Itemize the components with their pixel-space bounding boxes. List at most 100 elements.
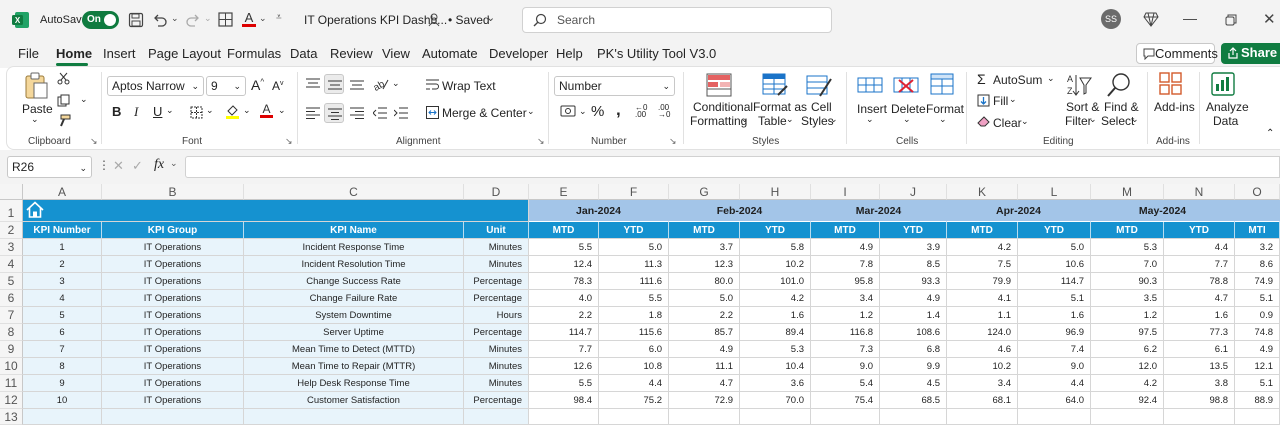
merge-dropdown-icon[interactable]: ⌄ bbox=[527, 106, 535, 116]
ytd-value-cell[interactable]: 77.3 bbox=[1164, 324, 1235, 341]
ytd-value-cell[interactable]: 3.9 bbox=[880, 239, 947, 256]
tab-view[interactable]: View bbox=[382, 46, 410, 61]
align-bottom-icon[interactable] bbox=[350, 78, 364, 90]
find-select-label-1[interactable]: Find & bbox=[1104, 100, 1139, 114]
ytd-value-cell[interactable]: 6.8 bbox=[880, 341, 947, 358]
undo-dropdown-icon[interactable]: ⌄ bbox=[171, 13, 179, 23]
kpi-unit-cell[interactable]: Minutes bbox=[464, 375, 529, 392]
ytd-value-cell[interactable]: 10.2 bbox=[740, 256, 811, 273]
paste-dropdown-icon[interactable]: ⌄ bbox=[31, 114, 39, 124]
ytd-value-cell[interactable]: 13.5 bbox=[1164, 358, 1235, 375]
sort-filter-icon[interactable]: AZ bbox=[1066, 72, 1092, 98]
share-button[interactable]: Share bbox=[1221, 43, 1280, 64]
bold-icon[interactable]: B bbox=[112, 104, 122, 119]
percent-style-icon[interactable]: % bbox=[591, 103, 605, 120]
ytd-value-cell[interactable]: 93.3 bbox=[880, 273, 947, 290]
accounting-dropdown-icon[interactable]: ⌄ bbox=[579, 106, 587, 116]
mtd-value-cell[interactable]: 116.8 bbox=[811, 324, 880, 341]
mtd-value-cell[interactable]: 4.2 bbox=[947, 239, 1018, 256]
paste-label[interactable]: Paste bbox=[22, 102, 53, 116]
cancel-entry-icon[interactable]: ✕ bbox=[113, 158, 124, 173]
undo-icon[interactable] bbox=[152, 12, 168, 28]
borders-icon[interactable] bbox=[218, 12, 233, 27]
mtd-value-cell[interactable]: 7.7 bbox=[529, 341, 599, 358]
border-icon[interactable] bbox=[190, 106, 203, 119]
font-name-combo[interactable]: Aptos Narrow ⌄ bbox=[107, 76, 204, 96]
tab-formulas[interactable]: Formulas bbox=[227, 46, 282, 61]
ytd-value-cell[interactable]: 68.5 bbox=[880, 392, 947, 409]
cell-styles-label-2[interactable]: Styles bbox=[801, 114, 834, 128]
mtd-value-cell[interactable]: 4.1 bbox=[947, 290, 1018, 307]
mtd-value-cell[interactable]: 5.3 bbox=[1091, 239, 1164, 256]
empty-cell[interactable] bbox=[529, 409, 599, 425]
mtd-value-cell[interactable]: 9.0 bbox=[811, 358, 880, 375]
cell-styles-icon[interactable] bbox=[806, 73, 832, 97]
format-as-table-icon[interactable] bbox=[762, 73, 788, 97]
kpi-number-cell[interactable]: 7 bbox=[23, 341, 102, 358]
row-header-13[interactable]: 13 bbox=[0, 409, 23, 425]
ytd-value-cell[interactable]: 1.6 bbox=[1164, 307, 1235, 324]
mtd-value-cell[interactable]: 74.8 bbox=[1235, 324, 1280, 341]
ytd-value-cell[interactable]: 10.6 bbox=[1018, 256, 1091, 273]
empty-cell[interactable] bbox=[599, 409, 669, 425]
ytd-value-cell[interactable]: 75.2 bbox=[599, 392, 669, 409]
column-header-e[interactable]: E bbox=[529, 184, 599, 200]
close-icon[interactable]: ✕ bbox=[1263, 11, 1276, 28]
ytd-value-cell[interactable]: 9.9 bbox=[880, 358, 947, 375]
mtd-value-cell[interactable]: 0.9 bbox=[1235, 307, 1280, 324]
mtd-value-cell[interactable]: 114.7 bbox=[529, 324, 599, 341]
kpi-number-cell[interactable]: 2 bbox=[23, 256, 102, 273]
kpi-number-cell[interactable]: 3 bbox=[23, 273, 102, 290]
mtd-value-cell[interactable]: 4.9 bbox=[669, 341, 740, 358]
mtd-value-cell[interactable]: 5.1 bbox=[1235, 375, 1280, 392]
kpi-unit-cell[interactable]: Minutes bbox=[464, 256, 529, 273]
kpi-name-cell[interactable]: Customer Satisfaction bbox=[244, 392, 464, 409]
kpi-number-cell[interactable]: 9 bbox=[23, 375, 102, 392]
orientation-icon[interactable]: ab bbox=[373, 77, 389, 91]
saved-status[interactable]: • Saved bbox=[448, 13, 490, 27]
decrease-decimal-icon[interactable]: .00 →0 bbox=[658, 103, 671, 119]
ytd-value-cell[interactable]: 108.6 bbox=[880, 324, 947, 341]
mtd-value-cell[interactable]: 5.5 bbox=[529, 375, 599, 392]
mtd-value-cell[interactable]: 6.2 bbox=[1091, 341, 1164, 358]
column-header-o[interactable]: O bbox=[1235, 184, 1280, 200]
kpi-name-cell[interactable]: Mean Time to Repair (MTTR) bbox=[244, 358, 464, 375]
mtd-value-cell[interactable]: 1.2 bbox=[1091, 307, 1164, 324]
empty-cell[interactable] bbox=[1018, 409, 1091, 425]
kpi-group-cell[interactable]: IT Operations bbox=[102, 239, 244, 256]
sort-filter-label-2[interactable]: Filter bbox=[1065, 114, 1092, 128]
ytd-value-cell[interactable]: 1.6 bbox=[1018, 307, 1091, 324]
mtd-value-cell[interactable]: 7.3 bbox=[811, 341, 880, 358]
ytd-value-cell[interactable]: 115.6 bbox=[599, 324, 669, 341]
ytd-value-cell[interactable]: 3.8 bbox=[1164, 375, 1235, 392]
kpi-group-cell[interactable]: IT Operations bbox=[102, 341, 244, 358]
ytd-value-cell[interactable]: 9.0 bbox=[1018, 358, 1091, 375]
mtd-value-cell[interactable]: 8.6 bbox=[1235, 256, 1280, 273]
format-dropdown-icon[interactable]: ⌄ bbox=[939, 114, 947, 124]
mtd-value-cell[interactable]: 12.6 bbox=[529, 358, 599, 375]
orientation-dropdown-icon[interactable]: ⌄ bbox=[392, 78, 400, 88]
ytd-value-cell[interactable]: 64.0 bbox=[1018, 392, 1091, 409]
mtd-value-cell[interactable]: 5.1 bbox=[1235, 290, 1280, 307]
formula-input[interactable] bbox=[185, 156, 1280, 178]
kpi-group-cell[interactable]: IT Operations bbox=[102, 392, 244, 409]
empty-cell[interactable] bbox=[23, 409, 102, 425]
autosum-label[interactable]: AutoSum bbox=[993, 73, 1043, 87]
insert-cells-icon[interactable] bbox=[857, 74, 883, 96]
mtd-value-cell[interactable]: 1.2 bbox=[811, 307, 880, 324]
mtd-value-cell[interactable]: 2.2 bbox=[669, 307, 740, 324]
mtd-value-cell[interactable]: 7.0 bbox=[1091, 256, 1164, 273]
tab-page-layout[interactable]: Page Layout bbox=[148, 46, 222, 61]
sort-filter-dropdown-icon[interactable]: ⌄ bbox=[1089, 114, 1097, 124]
kpi-unit-cell[interactable]: Minutes bbox=[464, 341, 529, 358]
kpi-unit-cell[interactable]: Hours bbox=[464, 307, 529, 324]
ytd-value-cell[interactable]: 5.8 bbox=[740, 239, 811, 256]
fill-color-dropdown-icon[interactable]: ⌄ bbox=[243, 105, 251, 115]
ytd-value-cell[interactable]: 7.7 bbox=[1164, 256, 1235, 273]
ytd-value-cell[interactable]: 89.4 bbox=[740, 324, 811, 341]
increase-font-icon[interactable]: A^ bbox=[251, 77, 265, 93]
wrap-text-icon[interactable] bbox=[426, 78, 439, 91]
kpi-name-cell[interactable]: Mean Time to Detect (MTTD) bbox=[244, 341, 464, 358]
cut-icon[interactable] bbox=[57, 72, 70, 85]
redo-icon[interactable] bbox=[185, 12, 201, 28]
